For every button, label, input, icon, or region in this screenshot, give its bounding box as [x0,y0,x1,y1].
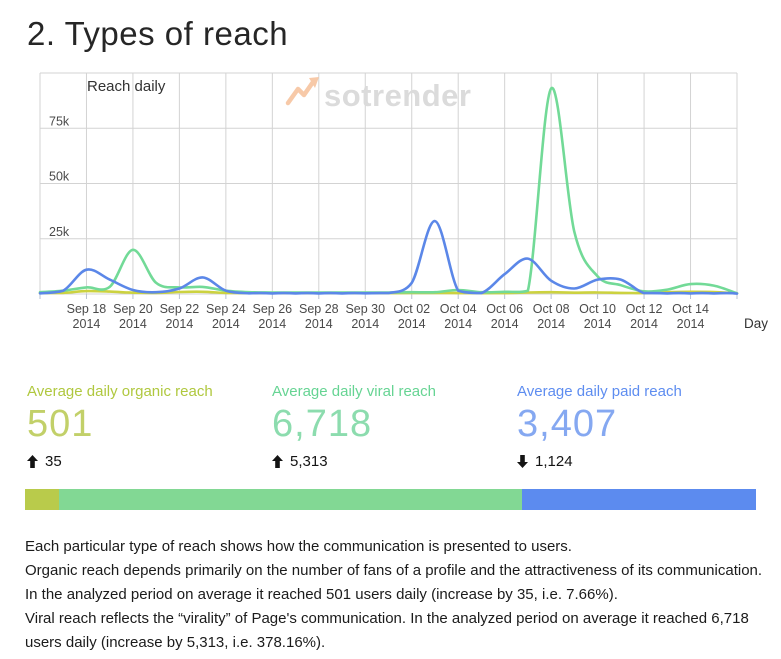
x-axis-label-year: 2014 [444,317,472,331]
x-axis-label: Sep 24 [206,302,246,316]
x-axis-label: Oct 04 [440,302,477,316]
chart-inner-title: Reach daily [87,78,166,95]
arrow-up-icon [272,455,283,469]
x-axis-label: Sep 28 [299,302,339,316]
x-axis-label-year: 2014 [491,317,519,331]
description-paragraph: Organic reach depends primarily on the n… [25,562,763,604]
x-axis-label-year: 2014 [165,317,193,331]
description-text: Each particular type of reach shows how … [25,535,765,655]
series-line-paid [38,219,739,295]
x-axis-label-year: 2014 [584,317,612,331]
reach-daily-chart: sotrender 25k 50k 75k Sep 18 2014 Sep 20 2014 Se… [30,69,780,339]
x-axis-label: Sep 20 [113,302,153,316]
stat-organic-change-value: 35 [45,453,62,471]
x-axis-label: Sep 30 [345,302,385,316]
viral-bar-segment [59,489,522,511]
x-axis-title: Day [744,316,768,331]
sotrender-logo-icon [285,79,316,105]
x-axis-label-year: 2014 [351,317,379,331]
x-axis-label-year: 2014 [398,317,426,331]
y-axis-label: 75k [49,114,70,128]
page-title: 2. Types of reach [27,15,289,52]
x-axis-label-year: 2014 [630,317,658,331]
arrow-down-icon [517,455,528,469]
x-axis-label: Oct 06 [486,302,523,316]
stat-organic: Average daily organic reach 501 35 [27,382,272,470]
stat-viral: Average daily viral reach 6,718 5,313 [272,382,517,470]
y-axis-label: 25k [49,224,70,238]
x-axis-label: Sep 22 [160,302,200,316]
x-axis-label-year: 2014 [305,317,333,331]
arrow-up-icon [27,455,38,469]
stat-paid-label: Average daily paid reach [517,382,682,400]
stat-viral-change: 5,313 [272,453,517,470]
x-axis-label-year: 2014 [73,317,101,331]
stat-organic-label: Average daily organic reach [27,382,213,400]
reach-distribution-bar [25,489,756,511]
x-axis-label-year: 2014 [537,317,565,331]
stat-paid-change: 1,124 [517,453,762,470]
x-axis-label-year: 2014 [212,317,240,331]
stat-viral-value: 6,718 [272,402,373,445]
paid-bar-segment [521,489,756,511]
series-line-viral [38,86,739,295]
stat-organic-change: 35 [27,453,272,470]
stats-row: Average daily organic reach 501 35 Avera… [27,382,781,470]
sotrender-watermark: sotrender [324,78,471,113]
description-paragraph: Viral reach reflects the “virality” of P… [25,610,749,652]
stat-paid-change-value: 1,124 [535,453,573,471]
y-axis-label: 50k [49,169,70,183]
x-axis-label-year: 2014 [119,317,147,331]
x-axis-label: Oct 10 [579,302,616,316]
organic-bar-segment [25,489,60,511]
x-axis-label: Oct 08 [533,302,570,316]
x-axis-label: Oct 02 [393,302,430,316]
x-axis-label-year: 2014 [677,317,705,331]
stat-viral-change-value: 5,313 [290,453,328,471]
stat-paid: Average daily paid reach 3,407 1,124 [517,382,762,470]
stat-paid-value: 3,407 [517,402,618,445]
x-axis-label-year: 2014 [258,317,286,331]
description-paragraph: Each particular type of reach shows how … [25,538,572,556]
x-axis-label: Oct 14 [672,302,709,316]
stat-organic-value: 501 [27,402,94,445]
x-axis-label: Sep 18 [67,302,107,316]
sotrender-logo-icon [309,76,319,88]
stat-viral-label: Average daily viral reach [272,382,436,400]
x-axis-label: Oct 12 [626,302,663,316]
x-axis-label: Sep 26 [253,302,293,316]
